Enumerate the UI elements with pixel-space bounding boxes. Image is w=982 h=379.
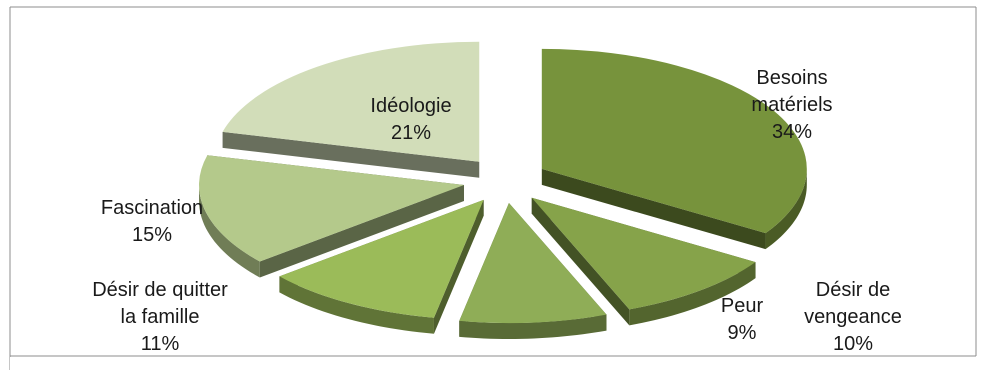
- pie-slice-5-top: [222, 41, 480, 162]
- pie-slice-1-top: [531, 197, 756, 310]
- pie-slice-0-top: [541, 48, 807, 234]
- slice-label-4: Fascination 15%: [101, 197, 203, 246]
- pie-slice-1-edge: [629, 262, 756, 326]
- pie-slice-3: [279, 199, 484, 334]
- slice-percent-3: 11%: [141, 333, 180, 355]
- slice-name-line-3-0: Désir de quitter: [92, 279, 228, 301]
- pie-slice-5: [222, 41, 480, 178]
- slice-name-line-3-1: la famille: [121, 306, 200, 328]
- pie-slice-2: [459, 202, 607, 339]
- slice-percent-5: 21%: [391, 122, 431, 144]
- slice-name-line-1-1: vengeance: [804, 306, 902, 328]
- slice-name-line-0-0: Besoins: [756, 67, 827, 89]
- slice-name-line-5-0: Idéologie: [370, 95, 451, 117]
- slice-name-line-2-0: Peur: [721, 295, 764, 317]
- pie-slice-0: [541, 48, 807, 250]
- slice-label-2: Peur 9%: [721, 295, 764, 344]
- slice-percent-0: 34%: [772, 121, 812, 143]
- pie-slices: [199, 41, 807, 339]
- slice-name-line-4-0: Fascination: [101, 197, 203, 219]
- pie-slice-3-top: [279, 199, 484, 318]
- slice-label-1: Désir de vengeance 10%: [804, 279, 902, 355]
- pie-labels: Besoins matériels 34% Désir de vengeance 10% P…: [92, 67, 902, 355]
- pie-slice-4-wall-0: [259, 185, 465, 278]
- pie-slice-2-top: [459, 202, 607, 323]
- pie-slice-3-edge: [279, 276, 434, 334]
- slice-label-5: Idéologie 21%: [370, 95, 451, 144]
- pie-slice-0-wall-1: [541, 168, 766, 250]
- slice-label-3: Désir de quitter la famille 11%: [92, 279, 228, 355]
- pie-slice-4: [199, 155, 465, 278]
- pie-slice-2-edge: [459, 314, 607, 339]
- pie-slice-4-top: [199, 155, 465, 262]
- pie-slice-5-wall-0: [222, 131, 480, 178]
- pie-slice-3-wall-0: [433, 199, 484, 334]
- slice-name-line-1-0: Désir de: [816, 279, 890, 301]
- slice-percent-1: 10%: [833, 333, 873, 355]
- pie-slice-1: [531, 197, 756, 326]
- pie-slice-4-edge: [199, 185, 260, 278]
- pie-slice-1-wall-1: [531, 197, 630, 326]
- slice-label-0: Besoins matériels 34%: [751, 67, 832, 143]
- slice-percent-4: 15%: [132, 224, 172, 246]
- slice-name-line-0-1: matériels: [751, 94, 832, 116]
- slice-percent-2: 9%: [728, 322, 757, 344]
- pie-slice-0-edge: [765, 168, 807, 250]
